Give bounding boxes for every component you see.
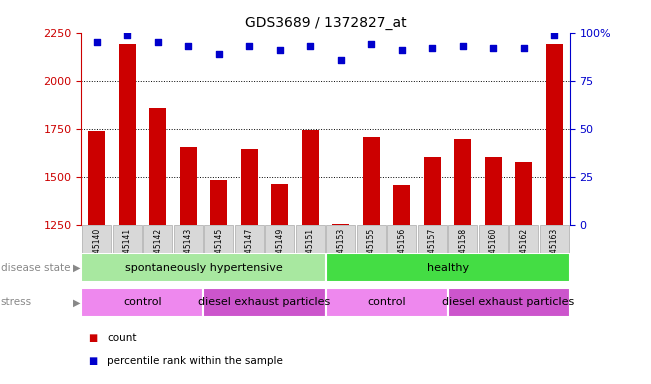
FancyBboxPatch shape <box>174 225 203 266</box>
Point <box>519 45 529 51</box>
Point <box>488 45 499 51</box>
Point <box>366 41 376 47</box>
Text: ▶: ▶ <box>73 297 81 308</box>
Bar <box>210 180 227 384</box>
Text: spontaneously hypertensive: spontaneously hypertensive <box>124 263 283 273</box>
FancyBboxPatch shape <box>387 225 417 266</box>
Text: GSM245143: GSM245143 <box>184 228 193 274</box>
FancyBboxPatch shape <box>357 225 386 266</box>
Text: GSM245149: GSM245149 <box>275 228 284 274</box>
Text: GSM245155: GSM245155 <box>367 228 376 274</box>
FancyBboxPatch shape <box>448 225 477 266</box>
Text: healthy: healthy <box>426 263 469 273</box>
Point <box>458 43 468 49</box>
FancyBboxPatch shape <box>540 225 569 266</box>
Bar <box>424 157 441 384</box>
FancyBboxPatch shape <box>113 225 142 266</box>
Text: GSM245145: GSM245145 <box>214 228 223 274</box>
Bar <box>546 44 562 384</box>
Bar <box>302 130 318 384</box>
Bar <box>81 288 203 317</box>
Point <box>275 47 285 53</box>
Bar <box>516 162 533 384</box>
Point <box>183 43 193 49</box>
Bar <box>89 131 105 384</box>
FancyBboxPatch shape <box>265 225 294 266</box>
Text: stress: stress <box>1 297 32 308</box>
FancyBboxPatch shape <box>82 225 111 266</box>
Point <box>244 43 255 49</box>
Bar <box>333 224 349 384</box>
Bar <box>203 288 326 317</box>
FancyBboxPatch shape <box>509 225 538 266</box>
Text: percentile rank within the sample: percentile rank within the sample <box>107 356 283 366</box>
Text: GSM245151: GSM245151 <box>306 228 314 274</box>
Point <box>122 31 132 38</box>
Text: GSM245147: GSM245147 <box>245 228 254 274</box>
Text: disease state: disease state <box>1 263 70 273</box>
Title: GDS3689 / 1372827_at: GDS3689 / 1372827_at <box>245 16 406 30</box>
FancyBboxPatch shape <box>234 225 264 266</box>
Bar <box>326 253 570 282</box>
Point <box>549 31 560 38</box>
FancyBboxPatch shape <box>326 225 355 266</box>
Text: GSM245153: GSM245153 <box>337 228 345 274</box>
Point <box>305 43 316 49</box>
FancyBboxPatch shape <box>296 225 325 266</box>
Text: GSM245142: GSM245142 <box>153 228 162 274</box>
Bar <box>149 109 166 384</box>
Bar <box>81 253 326 282</box>
Text: GSM245156: GSM245156 <box>397 228 406 274</box>
Text: GSM245163: GSM245163 <box>550 228 559 274</box>
FancyBboxPatch shape <box>418 225 447 266</box>
Point <box>427 45 437 51</box>
Point <box>152 39 163 45</box>
Bar <box>118 44 135 384</box>
Text: control: control <box>367 297 406 308</box>
Text: GSM245157: GSM245157 <box>428 228 437 274</box>
FancyBboxPatch shape <box>204 225 233 266</box>
Text: GSM245160: GSM245160 <box>489 228 498 274</box>
Bar <box>271 184 288 384</box>
Text: ■: ■ <box>88 333 97 343</box>
Text: count: count <box>107 333 137 343</box>
Text: GSM245140: GSM245140 <box>92 228 101 274</box>
Text: control: control <box>123 297 161 308</box>
Point <box>214 51 224 57</box>
Bar <box>241 149 258 384</box>
Bar <box>393 185 410 384</box>
FancyBboxPatch shape <box>478 225 508 266</box>
Text: GSM245158: GSM245158 <box>458 228 467 274</box>
Point <box>396 47 407 53</box>
Bar <box>448 288 570 317</box>
Text: GSM245141: GSM245141 <box>122 228 132 274</box>
Text: diesel exhaust particles: diesel exhaust particles <box>199 297 331 308</box>
Point <box>91 39 102 45</box>
Text: diesel exhaust particles: diesel exhaust particles <box>443 297 575 308</box>
Text: ▶: ▶ <box>73 263 81 273</box>
Bar <box>180 147 197 384</box>
Bar <box>485 157 502 384</box>
Bar <box>326 288 448 317</box>
Bar <box>454 139 471 384</box>
Text: GSM245162: GSM245162 <box>519 228 529 274</box>
Bar <box>363 137 380 384</box>
FancyBboxPatch shape <box>143 225 173 266</box>
Text: ■: ■ <box>88 356 97 366</box>
Point <box>335 56 346 63</box>
